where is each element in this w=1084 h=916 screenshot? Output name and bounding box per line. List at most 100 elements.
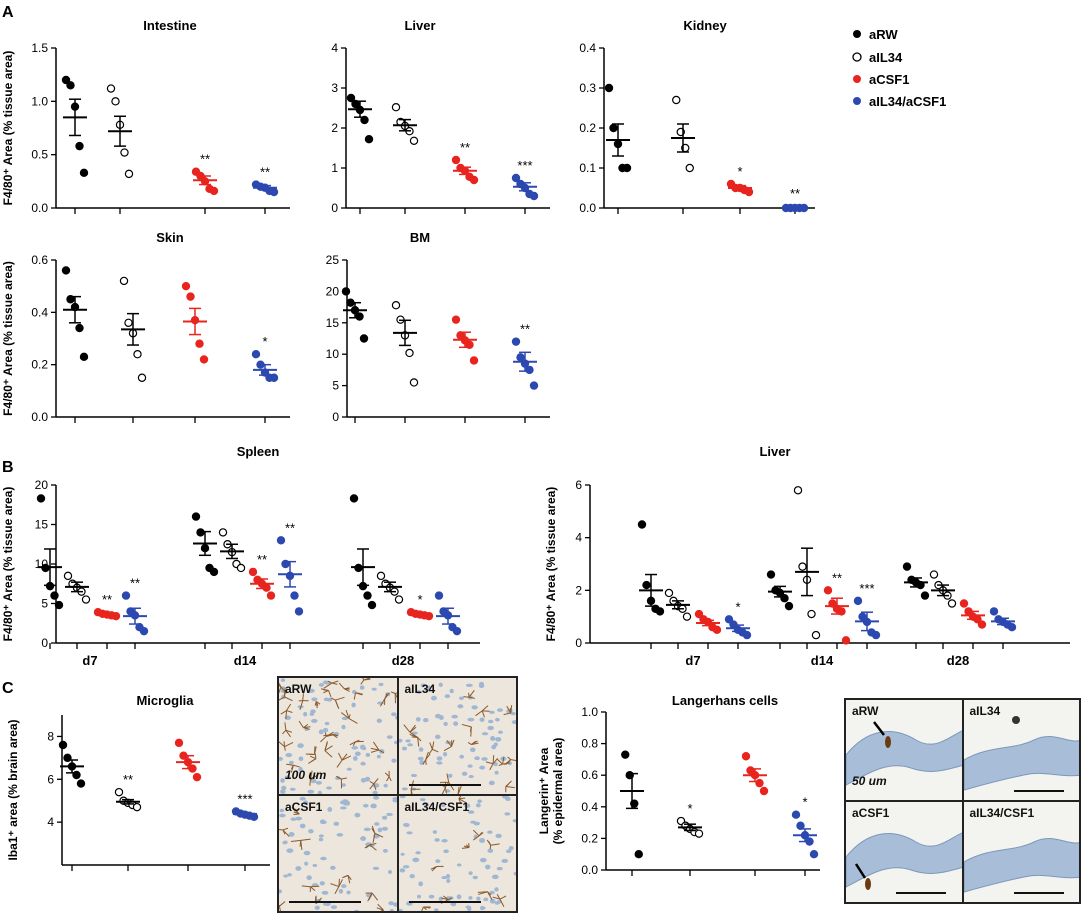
intestine-y-label: F4/80⁺ Area (% tissue area) bbox=[1, 51, 15, 206]
microglia-process bbox=[502, 712, 511, 716]
brain-scale-bar bbox=[408, 901, 481, 903]
microglia-process bbox=[468, 690, 475, 698]
microglia-process bbox=[330, 882, 340, 887]
nucleus bbox=[295, 865, 302, 871]
microglia-process bbox=[487, 840, 491, 845]
epidermis bbox=[846, 730, 962, 786]
microglia-process bbox=[324, 732, 327, 737]
nucleus bbox=[346, 767, 352, 771]
nucleus bbox=[416, 690, 421, 695]
brain-cell-ail34: aIL34 bbox=[398, 678, 516, 794]
microglia-process bbox=[510, 759, 516, 762]
microglia-process bbox=[284, 696, 293, 702]
skin-scale-bar bbox=[1013, 790, 1064, 792]
microglia-process bbox=[382, 909, 384, 911]
intestine-ail34-acsf1-point bbox=[269, 187, 279, 197]
nucleus bbox=[478, 837, 485, 843]
kidney-acsf1-significance: * bbox=[737, 164, 742, 179]
brain-label-arw: aRW bbox=[285, 682, 312, 696]
nucleus bbox=[288, 831, 295, 837]
microglia-process bbox=[467, 692, 470, 698]
microglia-process bbox=[378, 749, 385, 754]
nucleus bbox=[404, 739, 411, 743]
microglia-process bbox=[282, 729, 287, 735]
skin-title: Skin bbox=[156, 230, 184, 245]
microglia-process bbox=[341, 755, 352, 761]
spleen_time-timepoint-label: d28 bbox=[392, 653, 414, 668]
microglia-process bbox=[468, 696, 475, 699]
liver_time-ail34-acsf1-d14-point bbox=[871, 630, 881, 640]
spleen_time-arw-d14-point bbox=[209, 567, 219, 577]
microglia-process bbox=[390, 691, 396, 694]
spleen_time-ail34-d7-point bbox=[81, 595, 91, 604]
nucleus bbox=[299, 796, 306, 801]
microglia-y-tick-label: 4 bbox=[47, 815, 54, 829]
microglia-process bbox=[286, 763, 294, 766]
bm-y-tick-label: 15 bbox=[326, 316, 340, 330]
nucleus bbox=[473, 756, 480, 761]
nucleus bbox=[319, 880, 325, 886]
nucleus bbox=[399, 795, 406, 798]
nucleus bbox=[370, 802, 377, 808]
liver_time-timepoint-label: d28 bbox=[947, 653, 969, 668]
kidney-y-tick-label: 0.3 bbox=[579, 81, 596, 95]
microglia-y-tick-label: 8 bbox=[47, 729, 54, 743]
skin-ail34-point bbox=[119, 276, 129, 286]
spleen_time-ail34-acsf1-d7-point bbox=[139, 626, 149, 636]
microglia-process bbox=[428, 749, 433, 755]
nucleus bbox=[466, 717, 474, 722]
langerhans-y-label-2: (% epidermal area) bbox=[551, 738, 565, 845]
dark-cell bbox=[1011, 716, 1020, 724]
liver_time-acsf1-d28-point bbox=[977, 620, 987, 629]
microglia-process bbox=[370, 749, 380, 753]
microglia-process bbox=[290, 765, 294, 770]
liver_a-acsf1-point bbox=[469, 175, 479, 185]
skin-ail34-point bbox=[133, 350, 142, 359]
nucleus bbox=[290, 817, 297, 821]
nucleus bbox=[391, 758, 397, 763]
nucleus bbox=[436, 756, 442, 761]
nucleus bbox=[493, 742, 498, 747]
nucleus bbox=[320, 818, 326, 824]
bm-ail34-acsf1-point bbox=[516, 353, 525, 362]
microglia-process bbox=[303, 723, 309, 729]
microglia-process bbox=[370, 747, 380, 751]
microglia-process bbox=[334, 885, 340, 894]
microglia-process bbox=[457, 797, 462, 804]
microglia-process bbox=[314, 701, 317, 706]
microglia-process bbox=[338, 878, 340, 887]
liver_a-y-tick-label: 4 bbox=[331, 41, 338, 55]
spleen_time-arw-d7-point bbox=[36, 494, 46, 503]
spleen_time-arw-d14-point bbox=[191, 512, 201, 521]
microglia-process bbox=[445, 740, 452, 747]
microglia-process bbox=[284, 746, 286, 751]
nucleus bbox=[488, 710, 495, 714]
nucleus bbox=[317, 790, 322, 794]
microglia-process bbox=[313, 746, 317, 755]
intestine-ail34-point bbox=[111, 97, 120, 106]
microglia-process bbox=[279, 684, 282, 688]
microglia-process bbox=[443, 746, 452, 752]
intestine-y-tick-label: 0.5 bbox=[31, 148, 48, 162]
intestine-ail34-acsf1-significance: ** bbox=[260, 165, 270, 180]
microglia-process bbox=[447, 896, 452, 900]
brain-texture-arw bbox=[279, 678, 397, 794]
arrow-icon bbox=[873, 721, 885, 736]
skin-texture-ail34-csf1 bbox=[963, 802, 1079, 902]
nucleus bbox=[310, 709, 316, 714]
nucleus bbox=[311, 718, 318, 723]
nucleus bbox=[279, 808, 285, 812]
liver_a-y-tick-label: 3 bbox=[331, 81, 338, 95]
nucleus bbox=[382, 848, 388, 853]
microglia-process bbox=[458, 797, 466, 803]
skin-arw-point bbox=[66, 295, 75, 304]
spleen_time-acsf1-d14-point bbox=[266, 591, 276, 600]
legend-marker-acsf1 bbox=[853, 75, 861, 83]
liver_time-arw-d7-point bbox=[642, 580, 651, 590]
liver_time-y-label: F4/80⁺ Area (% tissue area) bbox=[544, 487, 558, 642]
liver_time-acsf1-d14-point bbox=[841, 636, 851, 645]
spleen_time-ail34-d14-point bbox=[218, 528, 228, 537]
nucleus bbox=[286, 847, 294, 853]
nucleus bbox=[488, 780, 495, 786]
spleen_time-timepoint-label: d7 bbox=[82, 653, 97, 668]
